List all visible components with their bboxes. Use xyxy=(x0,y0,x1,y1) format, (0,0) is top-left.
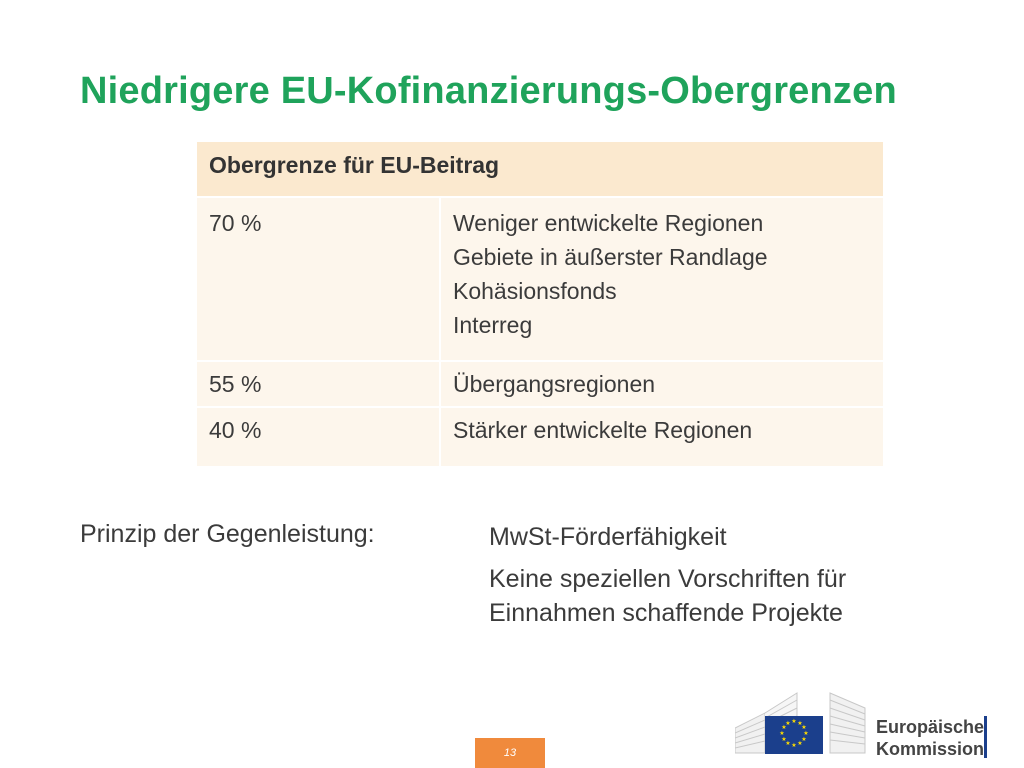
slide-title: Niedrigere EU-Kofinanzierungs-Obergrenze… xyxy=(80,70,897,112)
svg-text:★: ★ xyxy=(797,720,802,727)
region-item: Übergangsregionen xyxy=(453,371,656,397)
svg-text:★: ★ xyxy=(779,730,784,737)
svg-text:★: ★ xyxy=(801,736,806,743)
svg-text:★: ★ xyxy=(801,724,806,731)
region-item: Gebiete in äußerster Randlage xyxy=(453,244,768,270)
logo-divider xyxy=(984,716,987,758)
regions-cell: Stärker entwickelte Regionen xyxy=(441,408,883,466)
svg-text:★: ★ xyxy=(785,720,790,727)
wordmark-line: Kommission xyxy=(876,739,985,759)
principle-list: MwSt-Förderfähigkeit Keine speziellen Vo… xyxy=(489,520,846,630)
region-item: Interreg xyxy=(453,312,533,338)
eu-flag-icon xyxy=(765,716,823,754)
svg-text:★: ★ xyxy=(785,740,790,747)
european-commission-wordmark: Europäische Kommission xyxy=(876,716,984,760)
region-item: Weniger entwickelte Regionen xyxy=(453,210,764,236)
principle-item: Einnahmen schaffende Projekte xyxy=(489,599,843,627)
svg-text:★: ★ xyxy=(781,724,786,731)
svg-text:★: ★ xyxy=(781,736,786,743)
principle-label: Prinzip der Gegenleistung: xyxy=(80,520,375,548)
principle-item: Keine speziellen Vorschriften für xyxy=(489,565,847,593)
svg-text:★: ★ xyxy=(803,730,808,737)
regions-cell: Weniger entwickelte Regionen Gebiete in … xyxy=(441,198,883,360)
region-item: Stärker entwickelte Regionen xyxy=(453,417,753,443)
table-row: 40 % Stärker entwickelte Regionen xyxy=(197,408,883,468)
rate-cell: 40 % xyxy=(197,408,441,466)
page-number-badge: 13 xyxy=(475,738,545,768)
svg-text:★: ★ xyxy=(791,742,796,749)
svg-text:★: ★ xyxy=(797,740,802,747)
regions-cell: Übergangsregionen xyxy=(441,362,883,406)
svg-text:★: ★ xyxy=(791,718,796,725)
european-commission-logo: ★ ★ ★ ★ ★ ★ ★ ★ ★ ★ ★ ★ xyxy=(735,692,866,754)
wordmark-line: Europäische xyxy=(876,717,985,737)
region-item: Kohäsionsfonds xyxy=(453,278,617,304)
rate-cell: 70 % xyxy=(197,198,441,360)
cofinancing-table: Obergrenze für EU-Beitrag 70 % Weniger e… xyxy=(197,142,883,468)
rate-cell: 55 % xyxy=(197,362,441,406)
principle-item: MwSt-Förderfähigkeit xyxy=(489,523,727,551)
eu-stars-icon: ★ ★ ★ ★ ★ ★ ★ ★ ★ ★ ★ ★ xyxy=(779,718,808,749)
table-header: Obergrenze für EU-Beitrag xyxy=(197,142,883,198)
table-row: 70 % Weniger entwickelte Regionen Gebiet… xyxy=(197,198,883,362)
table-row: 55 % Übergangsregionen xyxy=(197,362,883,408)
